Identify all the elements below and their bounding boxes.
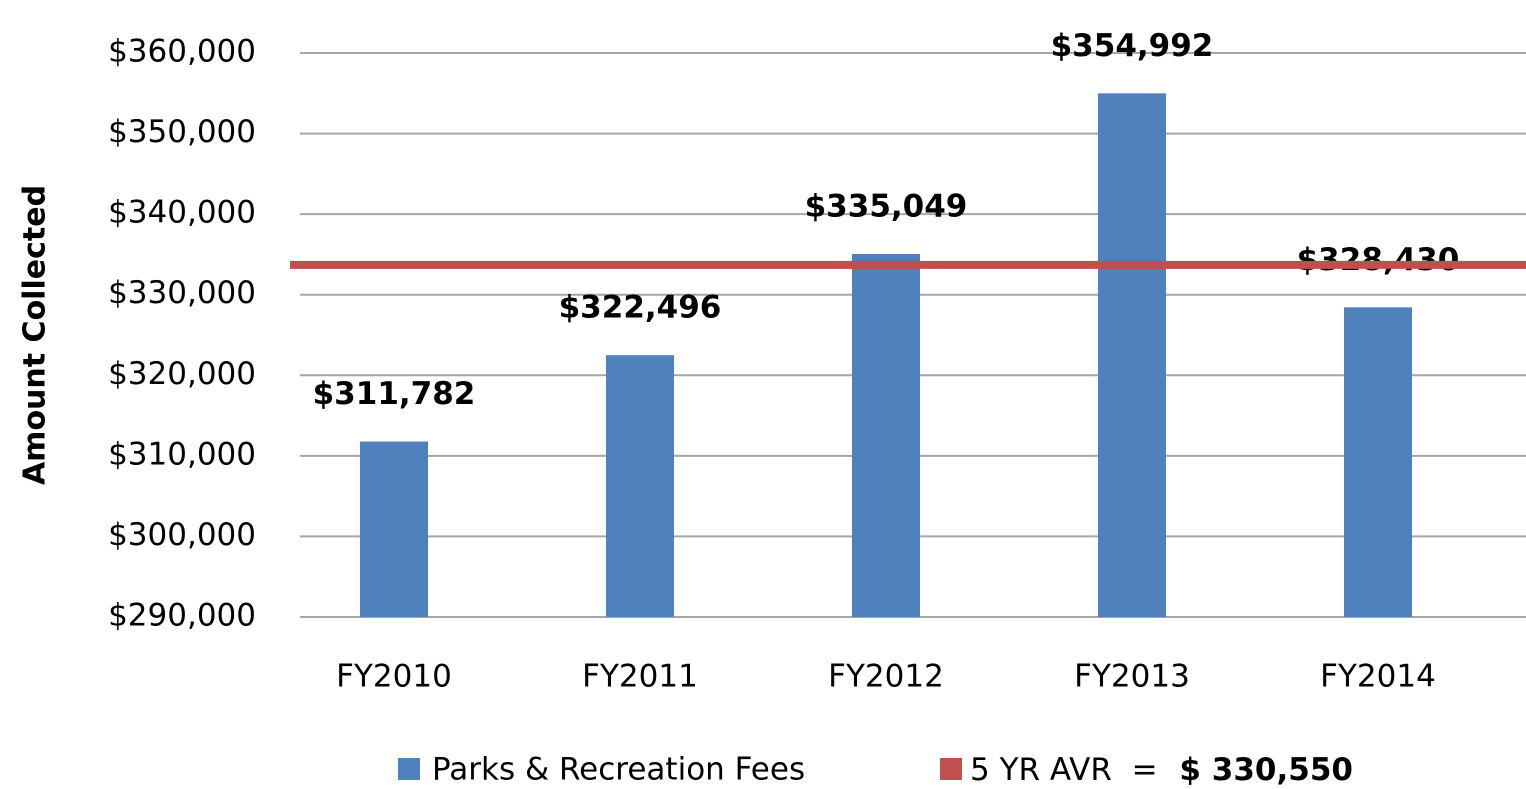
y-axis-title: Amount Collected bbox=[18, 185, 53, 485]
y-tick-label: $290,000 bbox=[108, 598, 256, 634]
bar bbox=[606, 355, 674, 617]
x-tick-label: FY2014 bbox=[1320, 659, 1436, 695]
legend-swatch bbox=[398, 758, 420, 780]
y-tick-label: $300,000 bbox=[108, 517, 256, 553]
y-tick-label: $310,000 bbox=[108, 436, 256, 472]
x-tick-label: FY2011 bbox=[582, 659, 698, 695]
legend-label: 5 YR AVR = bbox=[970, 752, 1158, 788]
data-label: $328,430 bbox=[1297, 242, 1460, 278]
data-label: $311,782 bbox=[313, 376, 476, 412]
x-tick-label: FY2012 bbox=[828, 659, 944, 695]
bar bbox=[852, 254, 920, 618]
y-tick-label: $350,000 bbox=[108, 114, 256, 150]
data-label: $335,049 bbox=[805, 189, 968, 225]
x-tick-label: FY2010 bbox=[336, 659, 452, 695]
legend-label: Parks & Recreation Fees bbox=[432, 752, 805, 788]
y-tick-label: $330,000 bbox=[108, 275, 256, 311]
y-tick-label: $360,000 bbox=[108, 34, 256, 70]
y-tick-label: $320,000 bbox=[108, 356, 256, 392]
y-tick-label: $340,000 bbox=[108, 195, 256, 231]
data-label: $354,992 bbox=[1051, 28, 1214, 64]
bar bbox=[360, 441, 428, 617]
legend-swatch bbox=[940, 758, 962, 780]
x-tick-label: FY2013 bbox=[1074, 659, 1190, 695]
legend-label: 5 YR AVR = $ 330,550 bbox=[970, 752, 1353, 788]
bar bbox=[1344, 307, 1412, 617]
legend-value: $ 330,550 bbox=[1179, 752, 1353, 788]
bar bbox=[1098, 93, 1166, 618]
data-label: $322,496 bbox=[559, 290, 722, 326]
